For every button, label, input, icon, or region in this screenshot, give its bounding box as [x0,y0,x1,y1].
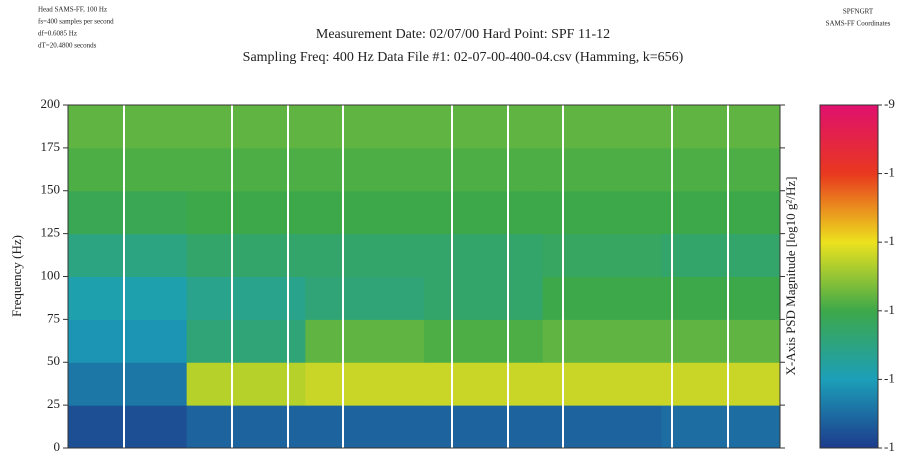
heatmap-cell [305,319,425,363]
heatmap-cell [186,233,306,277]
subtitle: Sampling Freq: 400 Hz Data File #1: 02-0… [243,50,684,65]
time-gaps [123,105,729,448]
heatmap-cell [305,405,425,449]
heatmap-cell [542,190,662,235]
heatmap-cell [68,362,188,406]
heatmap-cell [305,190,425,235]
y-tick-label: 25 [47,396,60,411]
heatmap-cell [424,276,544,320]
heatmap-cell [68,233,188,277]
y-tick-label: 75 [47,310,60,325]
heatmap-cell [661,190,781,235]
heatmap-cell [424,362,544,406]
heatmap-cell [186,105,306,149]
heatmap-cell [661,319,781,363]
heatmap-cell [305,147,425,192]
heatmap-cell [305,233,425,277]
heatmap-cell [542,233,662,277]
heatmap-cell [424,147,544,192]
heatmap-cell [661,405,781,449]
heatmap-cell [542,105,662,149]
heatmap-cell [186,276,306,320]
y-tick-label: 200 [41,96,61,111]
heatmap-cell [661,276,781,320]
heatmap-cell [542,362,662,406]
y-tick-label: 50 [47,353,60,368]
y-tick-label: 150 [41,182,61,197]
colorbar-tick-label: -1 [884,370,895,385]
colorbar-tick-label: -1 [884,165,895,180]
heatmap-cell [424,105,544,149]
y-tick-label: 0 [54,439,61,454]
colorbar-tick-label: -9 [884,96,895,111]
heatmap-cell [305,105,425,149]
heatmap-cell [305,362,425,406]
header-left: Head SAMS-FF, 100 Hz [38,6,107,14]
heatmap-cell [661,362,781,406]
heatmap-cell [424,190,544,235]
heatmap-cell [424,319,544,363]
heatmap-cell [424,233,544,277]
header-right: SAMS-FF Coordinates [826,20,891,28]
heatmap-cell [68,147,188,192]
heatmap-cell [661,105,781,149]
colorbar [819,104,879,449]
heatmap-cell [424,405,544,449]
heatmap-cell [542,405,662,449]
colorbar-tick-label: -1 [884,439,895,454]
heatmap-cell [68,405,188,449]
heatmap-cell [542,319,662,363]
header-right: SPFNGRT [843,8,874,16]
heatmap-cell [186,405,306,449]
heatmap-cell [542,276,662,320]
heatmap-cell [661,233,781,277]
heatmap-cell [68,105,188,149]
heatmap-cell [68,190,188,235]
heatmap-cell [305,276,425,320]
header-left: df=0.6085 Hz [38,30,77,38]
heatmap-cell [68,276,188,320]
y-axis-label: Frequency (Hz) [9,235,24,317]
heatmap-cell [186,319,306,363]
heatmap-cell [661,147,781,192]
plot-area [68,105,781,449]
header-left: fs=400 samples per second [38,18,114,26]
heatmap-cell [186,362,306,406]
y-tick-label: 175 [41,139,61,154]
y-tick-label: 100 [41,267,61,282]
colorbar-tick-label: -1 [884,302,895,317]
y-tick-label: 125 [41,225,61,240]
header-left: dT=20.4800 seconds [38,42,97,50]
title: Measurement Date: 02/07/00 Hard Point: S… [316,27,610,42]
colorbar-label: X-Axis PSD Magnitude [log10 g²/Hz] [783,177,798,376]
heatmap-cell [68,319,188,363]
colorbar-tick-label: -1 [884,233,895,248]
heatmap-cell [186,190,306,235]
heatmap-cell [542,147,662,192]
heatmap-cell [186,147,306,192]
